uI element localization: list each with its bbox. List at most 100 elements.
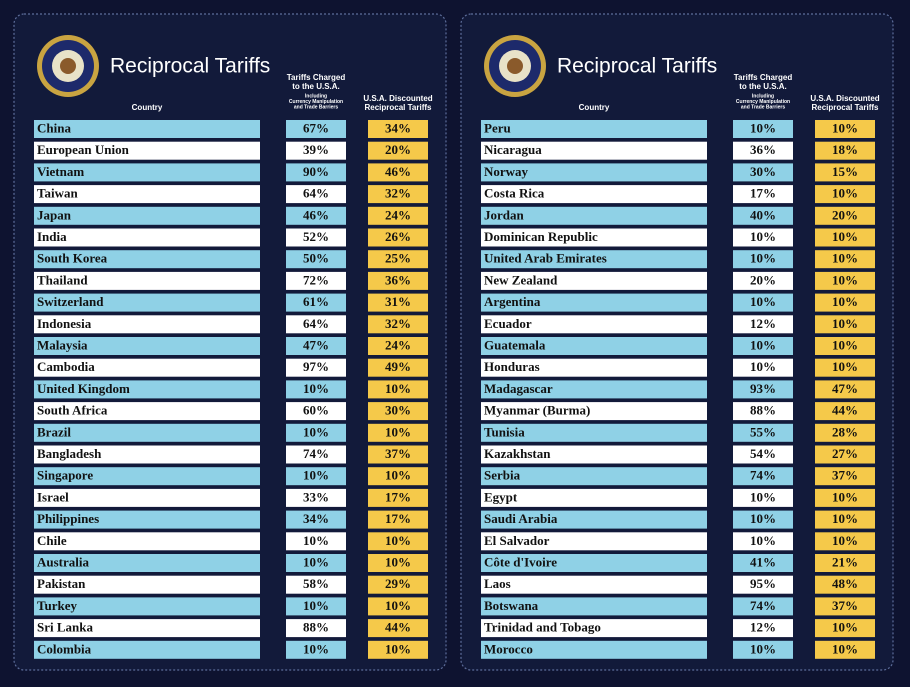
country-name: India (37, 229, 67, 244)
discount-cell (815, 206, 875, 225)
column-header: U.S.A. Discounted (363, 94, 432, 103)
country-cell (481, 315, 707, 334)
country-cell (481, 337, 707, 355)
country-cell (34, 532, 260, 551)
country-cell (481, 532, 707, 551)
country-cell (481, 163, 707, 182)
charged-rate: 46% (303, 207, 329, 222)
discount-rate: 44% (832, 403, 858, 418)
charged-rate: 10% (750, 337, 776, 352)
discount-cell (368, 467, 428, 486)
discount-rate: 27% (832, 446, 858, 461)
charged-cell (733, 402, 793, 421)
discount-cell (368, 315, 428, 334)
country-cell (481, 640, 707, 659)
country-name: Philippines (37, 511, 99, 526)
country-name: Morocco (484, 641, 533, 656)
country-name: Ecuador (484, 316, 532, 331)
country-cell (34, 619, 260, 638)
discount-cell (815, 467, 875, 486)
country-name: Laos (484, 576, 511, 591)
discount-cell (368, 163, 428, 182)
charged-rate: 10% (303, 641, 329, 656)
discount-rate: 48% (832, 576, 858, 591)
country-cell (34, 250, 260, 269)
column-header: Reciprocal Tariffs (365, 103, 433, 112)
discount-rate: 10% (832, 641, 858, 656)
discount-cell (815, 358, 875, 377)
discount-cell (368, 423, 428, 442)
charged-cell (286, 402, 346, 421)
charged-rate: 10% (750, 641, 776, 656)
charged-cell (286, 597, 346, 616)
country-name: Singapore (37, 468, 93, 483)
charged-cell (733, 163, 793, 182)
charged-cell (733, 185, 793, 204)
charged-rate: 64% (303, 316, 329, 331)
discount-rate: 10% (832, 272, 858, 287)
charged-cell (286, 163, 346, 182)
charged-rate: 10% (750, 511, 776, 526)
country-name: Sri Lanka (37, 620, 93, 635)
charged-rate: 47% (303, 337, 329, 352)
country-name: Honduras (484, 359, 540, 374)
charged-rate: 93% (750, 381, 776, 396)
discount-cell (368, 402, 428, 421)
country-cell (34, 141, 260, 160)
column-header: to the U.S.A. (739, 82, 787, 91)
country-cell (34, 120, 260, 138)
country-cell (34, 185, 260, 204)
column-note: Including (752, 93, 774, 99)
discount-cell (815, 163, 875, 182)
discount-rate: 49% (385, 359, 411, 374)
country-name: South Korea (37, 251, 108, 266)
charged-cell (733, 423, 793, 442)
column-header: Country (579, 103, 610, 112)
country-name: Costa Rica (484, 186, 545, 201)
country-name: Myanmar (Burma) (484, 403, 590, 418)
discount-rate: 28% (832, 424, 858, 439)
country-cell (34, 163, 260, 182)
country-cell (481, 293, 707, 312)
country-cell (481, 619, 707, 638)
column-header: Tariffs Charged (287, 73, 346, 82)
country-cell (481, 467, 707, 486)
country-cell (34, 380, 260, 399)
discount-rate: 10% (385, 424, 411, 439)
charged-cell (733, 250, 793, 269)
country-cell (481, 510, 707, 529)
charged-cell (733, 575, 793, 594)
charged-rate: 12% (750, 620, 776, 635)
seal-emblem (507, 58, 523, 74)
country-cell (481, 575, 707, 594)
country-name: Turkey (37, 598, 77, 613)
charged-cell (286, 120, 346, 138)
charged-rate: 10% (303, 424, 329, 439)
discount-cell (368, 640, 428, 659)
charged-rate: 10% (750, 294, 776, 309)
discount-cell (368, 206, 428, 225)
discount-rate: 46% (385, 164, 411, 179)
country-name: Guatemala (484, 337, 546, 352)
charged-rate: 74% (750, 598, 776, 613)
discount-cell (815, 120, 875, 138)
column-note: and Trade Barriers (294, 104, 338, 110)
charged-rate: 10% (750, 533, 776, 548)
country-name: China (37, 120, 71, 135)
charged-cell (286, 640, 346, 659)
country-cell (481, 554, 707, 572)
charged-cell (733, 315, 793, 334)
charged-rate: 10% (303, 381, 329, 396)
discount-cell (368, 575, 428, 594)
country-cell (34, 597, 260, 616)
discount-rate: 17% (385, 511, 411, 526)
charged-rate: 40% (750, 207, 776, 222)
country-name: Peru (484, 120, 511, 135)
discount-cell (368, 293, 428, 312)
charged-rate: 74% (303, 446, 329, 461)
discount-cell (815, 510, 875, 529)
country-cell (34, 510, 260, 529)
title: Reciprocal Tariffs (557, 55, 717, 78)
discount-rate: 10% (832, 316, 858, 331)
